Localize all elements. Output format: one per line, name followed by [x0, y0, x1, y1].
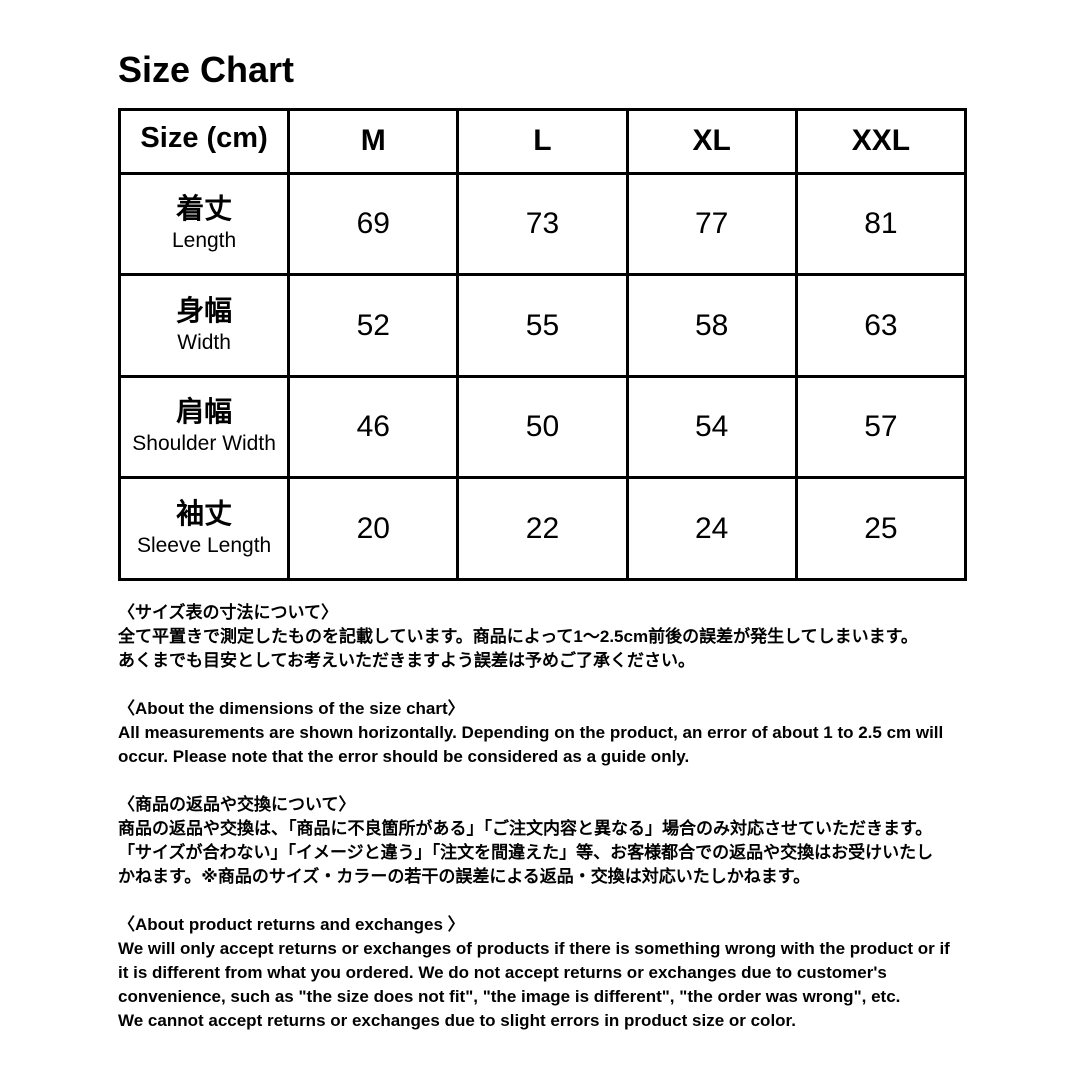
row-label-en: Shoulder Width [132, 432, 276, 456]
note-heading: 〈商品の返品や交換について〉 [118, 795, 356, 814]
cell-value: 63 [794, 273, 968, 378]
cell-value: 20 [287, 476, 460, 581]
note-line: All measurements are shown horizontally.… [118, 723, 944, 742]
row-label-jp: 肩幅 [176, 396, 233, 428]
header-m: M [287, 108, 460, 175]
cell-value: 22 [456, 476, 629, 581]
header-l: L [456, 108, 629, 175]
note-dimensions-en: 〈About the dimensions of the size chart〉… [118, 697, 978, 769]
note-heading: 〈サイズ表の寸法について〉 [118, 603, 338, 622]
note-line: it is different from what you ordered. W… [118, 963, 887, 982]
note-dimensions-jp: 〈サイズ表の寸法について〉 全て平置きで測定したものを記載しています。商品によっ… [118, 601, 978, 673]
note-returns-jp: 〈商品の返品や交換について〉 商品の返品や交換は、「商品に不良箇所がある」「ご注… [118, 793, 978, 889]
cell-value: 81 [794, 171, 968, 277]
cell-value: 50 [456, 374, 629, 480]
note-line: 商品の返品や交換は、「商品に不良箇所がある」「ご注文内容と異なる」場合のみ対応さ… [118, 819, 933, 838]
cell-value: 55 [456, 273, 629, 378]
table-header-row: Size (cm) M L XL XXL [117, 108, 968, 175]
cell-value: 46 [287, 374, 460, 480]
header-xl: XL [625, 108, 798, 175]
table-row-length: 着丈 Length 69 73 77 81 [117, 171, 968, 277]
note-line: 「サイズが合わない」「イメージと違う」「注文を間違えた」等、お客様都合での返品や… [118, 843, 934, 862]
page-title: Size Chart [118, 49, 295, 90]
header-size-cm: Size (cm) [117, 108, 291, 175]
size-chart-table: Size (cm) M L XL XXL 着丈 Length 69 73 77 8… [117, 108, 968, 581]
row-label: 袖丈 Sleeve Length [117, 476, 291, 581]
row-label-jp: 身幅 [176, 294, 233, 326]
row-label-jp: 着丈 [176, 192, 233, 224]
note-line: convenience, such as "the size does not … [118, 987, 901, 1006]
table-row-shoulder-width: 肩幅 Shoulder Width 46 50 54 57 [117, 374, 968, 480]
note-returns-en: 〈About product returns and exchanges 〉 W… [118, 913, 978, 1033]
table-row-width: 身幅 Width 52 55 58 63 [117, 273, 968, 378]
cell-value: 69 [287, 171, 460, 277]
cell-value: 73 [456, 171, 629, 277]
table-row-sleeve-length: 袖丈 Sleeve Length 20 22 24 25 [117, 476, 968, 581]
row-label-en: Width [177, 330, 231, 354]
note-line: We will only accept returns or exchanges… [118, 939, 950, 958]
row-label-jp: 袖丈 [176, 497, 233, 529]
cell-value: 25 [794, 476, 968, 581]
row-label-en: Sleeve Length [136, 533, 272, 557]
note-line: かねます。※商品のサイズ・カラーの若干の誤差による返品・交換は対応いたしかねます… [118, 867, 811, 886]
cell-value: 57 [794, 374, 968, 480]
cell-value: 24 [625, 476, 798, 581]
row-label: 着丈 Length [117, 171, 291, 277]
note-line: 全て平置きで測定したものを記載しています。商品によって1〜2.5cm前後の誤差が… [118, 627, 918, 646]
note-line: あくまでも目安としてお考えいただきますよう誤差は予めご了承ください。 [118, 651, 695, 670]
notes-section: 〈サイズ表の寸法について〉 全て平置きで測定したものを記載しています。商品によっ… [118, 601, 978, 1033]
row-label-en: Length [171, 228, 237, 252]
note-heading: 〈About the dimensions of the size chart〉 [118, 699, 465, 718]
cell-value: 77 [625, 171, 798, 277]
note-line: occur. Please note that the error should… [118, 747, 690, 766]
row-label: 身幅 Width [117, 273, 291, 378]
cell-value: 58 [625, 273, 798, 378]
header-xxl: XXL [794, 108, 968, 175]
cell-value: 52 [287, 273, 460, 378]
note-line: We cannot accept returns or exchanges du… [118, 1011, 796, 1030]
note-heading: 〈About product returns and exchanges 〉 [118, 915, 465, 934]
row-label: 肩幅 Shoulder Width [117, 374, 291, 480]
cell-value: 54 [625, 374, 798, 480]
